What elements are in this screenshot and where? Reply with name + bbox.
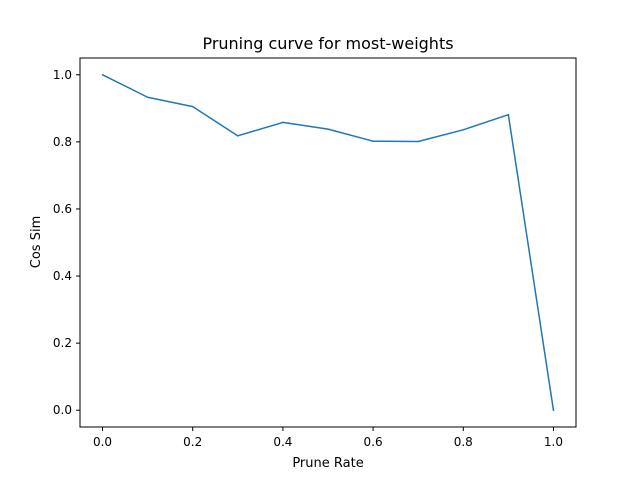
x-tick-label: 0.0: [93, 435, 112, 449]
data-point: [146, 96, 149, 99]
series-layer: [101, 73, 555, 412]
x-tick-label: 0.2: [183, 435, 202, 449]
data-point: [417, 140, 419, 143]
y-tick-label: 0.6: [53, 202, 72, 216]
chart-title: Pruning curve for most-weights: [202, 34, 453, 53]
series-line: [102, 74, 555, 411]
plot-area-frame: [79, 57, 577, 428]
y-tick-label: 0.0: [53, 403, 72, 417]
y-tick-label: 0.2: [53, 336, 72, 350]
x-tick-label: 0.4: [273, 435, 292, 449]
data-point: [282, 121, 284, 124]
y-tick-label: 0.8: [53, 135, 72, 149]
data-point: [101, 73, 104, 76]
data-point: [372, 140, 374, 142]
x-axis-ticks: 0.0 0.2 0.4 0.6 0.8 1.0: [93, 427, 563, 449]
y-tick-label: 0.4: [53, 269, 72, 283]
y-axis-ticks: 0.0 0.2 0.4 0.6 0.8 1.0: [53, 68, 80, 417]
data-point: [237, 135, 239, 137]
x-axis-label: Prune Rate: [292, 456, 363, 471]
y-tick-label: 1.0: [53, 68, 72, 82]
data-point: [552, 409, 555, 412]
x-tick-label: 0.8: [454, 435, 473, 449]
data-point: [507, 113, 510, 116]
data-point: [327, 128, 329, 130]
x-tick-label: 1.0: [544, 435, 563, 449]
y-axis-label: Cos Sim: [29, 216, 44, 268]
data-point: [191, 105, 194, 108]
data-point: [462, 128, 465, 131]
x-tick-label: 0.6: [364, 435, 383, 449]
